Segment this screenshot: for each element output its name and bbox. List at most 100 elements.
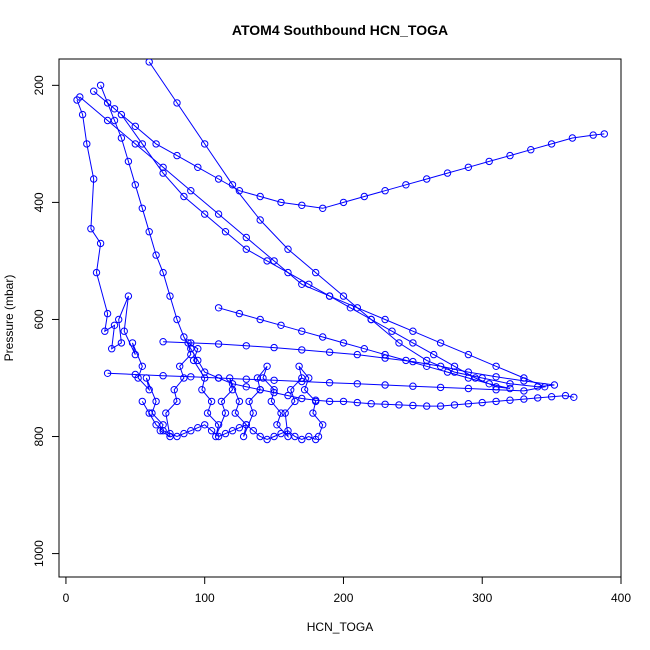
data-point xyxy=(325,292,334,300)
data-point xyxy=(436,402,445,410)
data-point xyxy=(291,397,299,406)
data-point xyxy=(128,339,137,347)
series-line xyxy=(148,61,555,388)
data-point xyxy=(277,198,285,207)
data-point xyxy=(120,327,128,335)
data-point xyxy=(203,409,212,417)
data-point xyxy=(284,427,292,435)
data-point xyxy=(485,157,493,166)
data-point xyxy=(256,386,264,394)
data-point xyxy=(570,393,578,401)
data-point xyxy=(221,228,230,236)
data-point xyxy=(187,427,195,435)
series-0 xyxy=(73,96,327,441)
data-point xyxy=(319,204,327,213)
data-point xyxy=(464,163,473,172)
data-point xyxy=(214,340,223,348)
data-point xyxy=(409,401,417,410)
data-point xyxy=(298,346,306,354)
data-point xyxy=(298,280,306,288)
data-point xyxy=(194,356,202,365)
data-point xyxy=(228,380,237,388)
data-point xyxy=(242,421,251,429)
data-point xyxy=(189,356,198,365)
data-point xyxy=(325,379,334,387)
data-point xyxy=(298,201,306,210)
data-point xyxy=(443,368,452,376)
data-point xyxy=(159,338,167,346)
data-point xyxy=(256,216,264,224)
data-point xyxy=(138,204,147,213)
data-point xyxy=(110,116,119,125)
data-point xyxy=(152,140,160,148)
data-point xyxy=(110,321,119,329)
series-5 xyxy=(76,93,549,395)
data-point xyxy=(520,387,528,395)
data-point xyxy=(568,134,577,142)
data-point xyxy=(256,432,264,441)
data-point xyxy=(201,210,209,218)
data-point xyxy=(436,383,445,392)
data-point xyxy=(319,333,327,341)
data-point xyxy=(267,397,275,406)
data-point xyxy=(110,105,119,113)
data-point xyxy=(173,315,181,324)
data-point xyxy=(547,140,556,148)
data-point xyxy=(96,239,105,248)
data-point xyxy=(273,421,281,429)
data-point xyxy=(207,397,216,406)
data-point xyxy=(173,151,181,160)
data-point xyxy=(589,131,597,139)
data-point xyxy=(353,304,361,312)
data-point xyxy=(173,99,181,107)
data-point xyxy=(83,140,91,148)
data-point xyxy=(231,409,239,417)
data-point xyxy=(201,140,209,148)
data-point xyxy=(214,175,223,183)
series-3 xyxy=(117,110,514,393)
data-point xyxy=(534,394,542,402)
data-point xyxy=(506,384,514,393)
data-point xyxy=(235,309,244,318)
data-point xyxy=(117,134,126,142)
data-point xyxy=(360,345,368,353)
series-6 xyxy=(138,397,320,444)
data-point xyxy=(242,245,251,253)
data-point xyxy=(298,327,306,335)
data-point xyxy=(478,398,486,407)
data-point xyxy=(353,350,361,359)
data-point xyxy=(180,429,188,438)
data-point xyxy=(235,424,244,432)
data-point xyxy=(295,362,303,370)
data-point xyxy=(381,381,389,389)
data-point xyxy=(506,396,514,404)
data-point xyxy=(242,233,251,242)
data-point xyxy=(117,339,126,347)
data-point xyxy=(170,386,178,394)
x-tick-label: 0 xyxy=(63,591,70,605)
data-point xyxy=(76,93,84,101)
data-point xyxy=(527,146,535,154)
series-2 xyxy=(145,59,559,391)
data-point xyxy=(117,110,126,119)
data-point xyxy=(360,192,368,201)
data-point xyxy=(166,429,174,438)
data-point xyxy=(214,210,223,218)
data-point xyxy=(367,400,375,408)
data-point xyxy=(381,400,389,408)
data-point xyxy=(263,362,271,370)
data-point xyxy=(115,315,123,324)
data-point xyxy=(492,362,500,370)
data-point xyxy=(339,339,348,347)
data-point xyxy=(166,292,174,300)
data-point xyxy=(561,391,570,400)
data-point xyxy=(180,374,188,382)
data-point xyxy=(159,427,167,435)
data-point xyxy=(381,315,389,324)
data-point xyxy=(201,421,209,429)
data-point xyxy=(145,228,153,236)
data-point xyxy=(221,409,230,417)
data-point xyxy=(217,397,226,406)
data-point xyxy=(145,386,153,394)
